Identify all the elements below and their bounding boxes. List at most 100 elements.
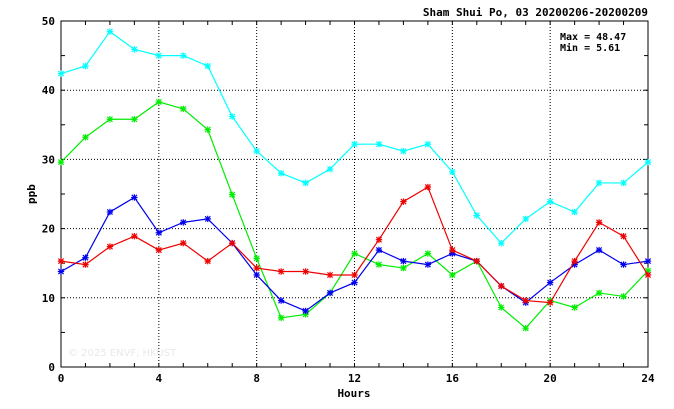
data-point [326, 271, 334, 279]
data-point [155, 246, 163, 254]
y-tick-label: 20 [42, 223, 55, 236]
data-point [302, 307, 309, 315]
data-point [82, 62, 89, 70]
data-point [82, 261, 89, 268]
data-point [571, 208, 578, 216]
data-point [644, 271, 652, 279]
data-point [277, 170, 285, 177]
data-point [229, 113, 236, 120]
data-point [57, 158, 65, 166]
y-tick-label: 40 [42, 84, 55, 97]
data-point [326, 289, 334, 297]
chart-title: Sham Shui Po, 03 20200206-20200209 [423, 6, 648, 19]
data-point [400, 257, 407, 265]
data-point [253, 255, 260, 262]
data-point [595, 289, 603, 297]
data-point [571, 304, 578, 311]
data-point [620, 233, 627, 240]
grid-lines [61, 21, 648, 367]
y-tick-label: 0 [48, 361, 55, 374]
data-point [106, 116, 114, 123]
series-group [57, 28, 652, 332]
data-point [449, 271, 456, 279]
max-label: Max = 48.47 [560, 32, 626, 43]
data-point [131, 233, 138, 240]
data-point [131, 46, 138, 53]
data-point [106, 208, 114, 216]
x-tick-label: 0 [58, 372, 65, 385]
data-point [302, 179, 309, 187]
y-axis-label: ppb [25, 184, 38, 204]
min-label: Min = 5.61 [560, 42, 620, 54]
data-point [131, 194, 138, 201]
data-point [57, 70, 65, 77]
data-point [180, 239, 187, 247]
data-point [204, 215, 211, 223]
data-point [351, 271, 358, 279]
data-point [400, 147, 407, 155]
data-point [204, 126, 211, 133]
data-point [351, 140, 358, 148]
watermark: © 2025 ENVF, HKUST [68, 348, 177, 359]
data-point [57, 257, 65, 265]
y-tick-label: 30 [42, 153, 55, 166]
data-point [595, 219, 603, 226]
data-point [351, 250, 358, 257]
data-point [620, 179, 627, 187]
axis-ticks: 0 4 8 12 16 20 24 0 10 20 30 40 50 [42, 15, 655, 385]
data-point [449, 246, 456, 254]
data-point [498, 239, 505, 247]
data-point [229, 191, 236, 198]
data-point [106, 243, 114, 250]
data-point [400, 264, 407, 272]
data-point [253, 264, 260, 272]
data-point [155, 52, 163, 59]
data-point [644, 257, 652, 265]
data-point [449, 168, 456, 176]
data-point [522, 324, 529, 332]
data-point [204, 62, 211, 70]
data-point [375, 236, 383, 243]
data-point [253, 147, 260, 155]
data-point [546, 279, 554, 286]
data-point [229, 239, 236, 247]
x-axis-label: Hours [337, 387, 370, 400]
data-point [277, 297, 285, 304]
data-point [351, 279, 358, 286]
data-point [82, 254, 89, 261]
data-point [571, 257, 578, 265]
data-point [620, 293, 627, 300]
data-point [644, 158, 652, 166]
data-point [375, 140, 383, 148]
x-tick-label: 24 [641, 372, 655, 385]
x-tick-label: 20 [544, 372, 557, 385]
data-point [253, 271, 260, 279]
data-point [106, 28, 114, 35]
data-point [277, 314, 285, 322]
data-point [155, 229, 163, 236]
data-point [424, 261, 432, 268]
data-point [302, 268, 309, 275]
data-point [424, 250, 432, 257]
data-point [375, 246, 383, 254]
x-tick-label: 4 [156, 372, 163, 385]
data-point [326, 165, 334, 173]
data-point [180, 52, 187, 59]
data-point [180, 219, 187, 226]
y-tick-label: 10 [42, 292, 55, 305]
data-point [82, 134, 89, 141]
data-point [546, 198, 554, 205]
x-tick-label: 16 [446, 372, 460, 385]
data-point [204, 257, 211, 265]
data-point [498, 282, 505, 290]
y-tick-label: 50 [42, 15, 55, 28]
data-point [180, 105, 187, 113]
data-point [131, 116, 138, 123]
data-point [400, 198, 407, 205]
data-point [546, 299, 554, 306]
data-point [155, 98, 163, 106]
data-point [57, 268, 65, 275]
data-point [424, 140, 432, 148]
x-tick-label: 12 [348, 372, 361, 385]
